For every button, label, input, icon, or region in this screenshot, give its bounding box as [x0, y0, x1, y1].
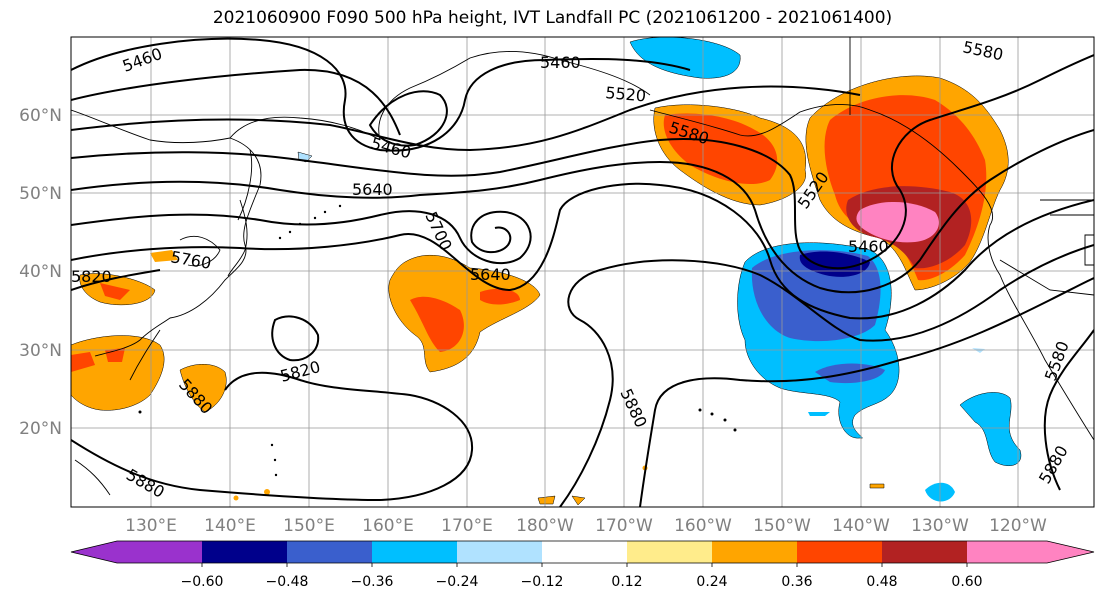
colorbar-tick-label: −0.36 [351, 574, 394, 590]
lon-label: 130°W [911, 516, 969, 536]
lon-label: 170°E [441, 516, 493, 536]
colorbar-segment-4 [372, 541, 457, 563]
colorbar-segment-2 [202, 541, 287, 563]
lon-label: 140°W [832, 516, 890, 536]
colorbar-tick-label: −0.12 [521, 574, 564, 590]
colorbar-segment-9 [797, 541, 882, 563]
colorbar-segment-11 [967, 541, 1047, 563]
colorbar [70, 540, 1095, 564]
colorbar-segment-10 [882, 541, 967, 563]
contour-label: 5640 [470, 265, 511, 284]
lat-label: 20°N [19, 419, 62, 439]
colorbar-tick-label: 0.60 [951, 574, 982, 590]
colorbar-tick-label: 0.48 [866, 574, 897, 590]
height-contours [71, 37, 1094, 507]
colorbar-segment-12 [1047, 541, 1094, 563]
island-dots [138, 204, 737, 477]
lon-label: 150°E [283, 516, 335, 536]
lon-label: 150°W [753, 516, 811, 536]
contour-label: 5820 [71, 267, 112, 286]
lon-label: 130°E [125, 516, 177, 536]
colorbar-outline [70, 540, 1095, 564]
lon-label: 140°E [204, 516, 256, 536]
colorbar-segment-1 [117, 541, 202, 563]
lon-label: 120°W [989, 516, 1047, 536]
map-frame [70, 36, 1095, 508]
contour-label: 5460 [848, 237, 889, 256]
colorbar-tick-label: 0.24 [696, 574, 727, 590]
colorbar-segment-6 [542, 541, 627, 563]
colorbar-segment-7 [627, 541, 712, 563]
lat-label: 50°N [19, 184, 62, 204]
colorbar-ticks [201, 563, 968, 567]
map-gridlines [71, 37, 1094, 507]
lat-label: 30°N [19, 341, 62, 361]
contour-label: 5520 [605, 83, 647, 105]
contour-label: 5640 [352, 180, 393, 199]
colorbar-segment-0 [71, 541, 117, 563]
colorbar-tick-label: 0.12 [611, 574, 642, 590]
lon-label: 160°E [362, 516, 414, 536]
lat-label: 40°N [19, 262, 62, 282]
colorbar-tick-label: 0.36 [781, 574, 812, 590]
coastlines [71, 37, 1094, 496]
longitude-labels: 130°E 140°E 150°E 160°E 170°E 180°W 170°… [125, 516, 1047, 536]
colorbar-tick-label: −0.24 [436, 574, 479, 590]
lon-label: 180°W [516, 516, 574, 536]
map-title: 2021060900 F090 500 hPa height, IVT Land… [212, 8, 893, 28]
colorbar-tick-labels: −0.60 −0.48 −0.36 −0.24 −0.12 0.12 0.24 … [181, 574, 983, 590]
lon-label: 170°W [595, 516, 653, 536]
contour-label: 5460 [540, 53, 581, 72]
ivt-positive-shading [71, 75, 1009, 506]
lat-label: 60°N [19, 106, 62, 126]
colorbar-tick-label: −0.60 [181, 574, 224, 590]
latitude-labels: 60°N 50°N 40°N 30°N 20°N [19, 106, 62, 439]
lon-label: 160°W [674, 516, 732, 536]
colorbar-segment-5 [457, 541, 542, 563]
colorbar-tick-label: −0.48 [266, 574, 309, 590]
colorbar-segment-8 [712, 541, 797, 563]
colorbar-segment-3 [287, 541, 372, 563]
